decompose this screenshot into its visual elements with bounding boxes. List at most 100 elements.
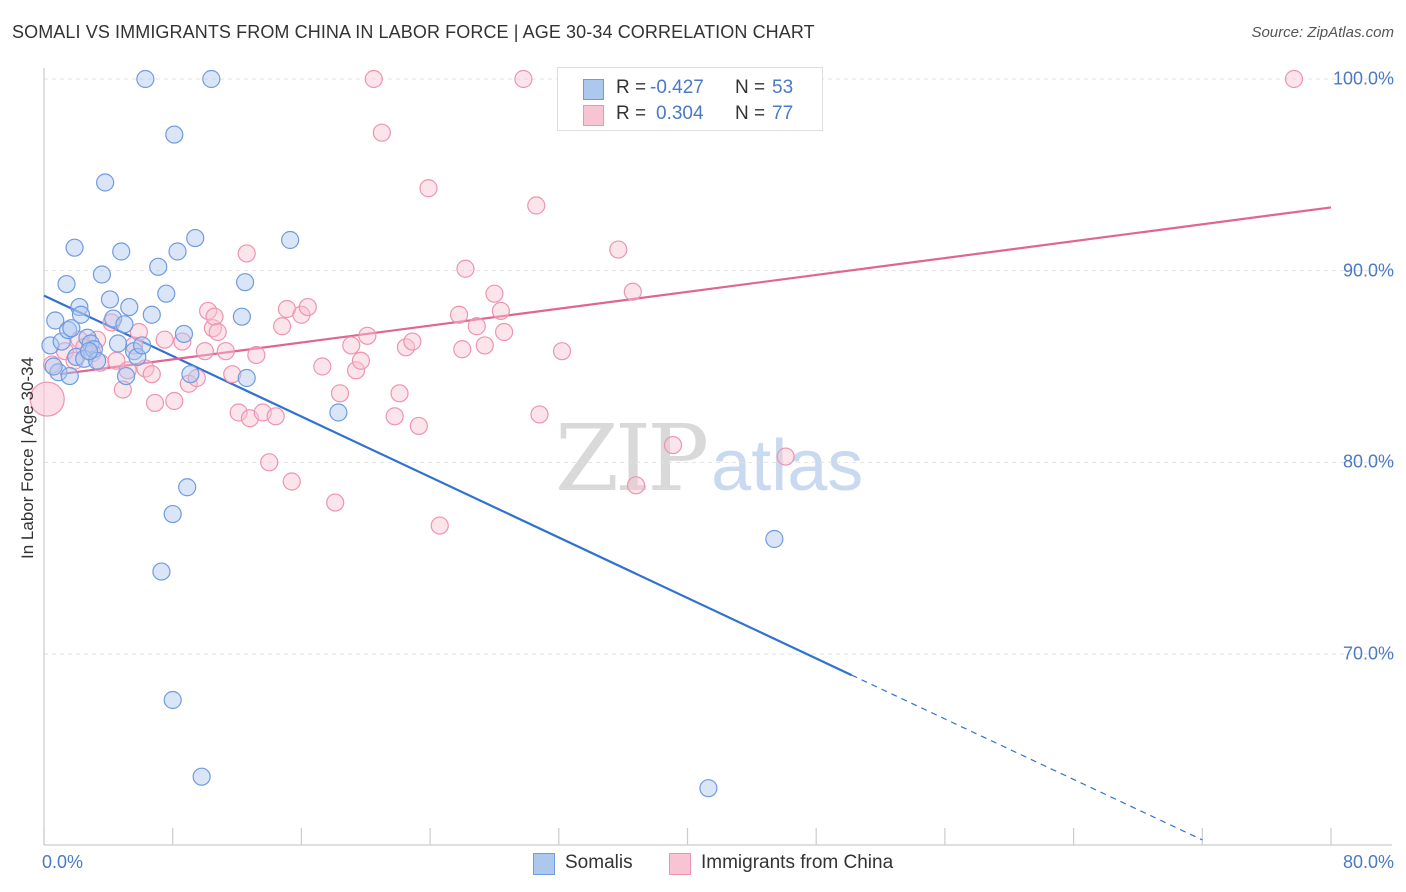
point-china-31 — [237, 244, 256, 263]
legend-swatch-somalis — [533, 853, 555, 875]
point-china-62 — [475, 336, 494, 355]
point-china-73 — [626, 476, 646, 495]
y-tick-label-1: 90.0% — [1342, 260, 1394, 281]
point-china-72 — [623, 282, 642, 301]
correlation-legend: R = -0.427 N = 53 R = 0.304 N = 77 — [557, 67, 823, 131]
y-tick-label-0: 100.0% — [1332, 68, 1394, 89]
trend-line-somalis-extension — [851, 674, 1203, 841]
point-china-36 — [266, 407, 285, 426]
point-somalis-21 — [108, 334, 128, 353]
point-china-33 — [247, 345, 266, 365]
point-somalis-17 — [92, 265, 112, 284]
point-somalis-39 — [186, 228, 205, 248]
point-somalis-41 — [202, 69, 221, 89]
trend-lines — [43, 206, 1332, 841]
point-somalis-14 — [81, 334, 100, 353]
point-china-19 — [165, 391, 184, 411]
point-somalis-23 — [116, 366, 136, 386]
point-china-23 — [195, 342, 214, 361]
point-china-17 — [145, 393, 165, 413]
point-somalis-44 — [237, 368, 256, 388]
trend-line-somalis — [43, 294, 853, 677]
point-somalis-33 — [163, 504, 182, 524]
point-china-49 — [364, 69, 383, 89]
data-points — [29, 69, 1304, 798]
point-china-74 — [663, 435, 683, 455]
point-china-41 — [298, 297, 317, 317]
legend-label-china: Immigrants from China — [701, 852, 894, 873]
point-china-27 — [208, 322, 227, 342]
point-somalis-7 — [60, 366, 79, 386]
point-somalis-42 — [232, 307, 251, 326]
point-china-55 — [409, 416, 428, 436]
point-somalis-24 — [120, 297, 139, 317]
legend-n-label: N = — [735, 77, 766, 98]
legend-swatch-china — [583, 105, 604, 126]
point-somalis-29 — [142, 305, 161, 324]
point-somalis-38 — [181, 365, 200, 384]
point-somalis-48 — [765, 529, 784, 549]
point-somalis-40 — [192, 767, 211, 786]
point-china-57 — [430, 516, 449, 535]
point-somalis-10 — [70, 297, 89, 317]
source-label: Source: ZipAtlas.com — [1251, 24, 1394, 41]
axes — [43, 68, 1392, 846]
point-china-76 — [1284, 69, 1304, 89]
legend-row-somalis: R = -0.427 N = 53 — [558, 74, 822, 102]
point-china-51 — [385, 407, 404, 426]
y-tick-label-3: 70.0% — [1342, 643, 1394, 664]
point-china-11 — [113, 380, 132, 399]
point-china-64 — [491, 301, 510, 321]
point-china-20 — [173, 332, 192, 351]
point-somalis-34 — [165, 125, 184, 144]
point-china-67 — [527, 196, 546, 215]
legend-swatch-china — [669, 853, 691, 875]
point-china-37 — [272, 317, 292, 336]
point-somalis-28 — [136, 69, 155, 89]
trend-line-china — [59, 206, 1332, 376]
point-china-69 — [552, 342, 572, 361]
point-china-75 — [776, 447, 795, 466]
point-somalis-45 — [281, 230, 300, 250]
point-china-39 — [282, 472, 301, 491]
point-somalis-18 — [96, 173, 115, 192]
point-somalis-31 — [152, 562, 171, 581]
point-china-0 — [29, 381, 65, 417]
x-tick-label-max: 80.0% — [1342, 852, 1394, 872]
point-somalis-46 — [329, 403, 348, 422]
point-somalis-51 — [115, 315, 134, 334]
point-somalis-4 — [57, 274, 76, 294]
point-china-42 — [313, 357, 332, 376]
point-china-63 — [485, 284, 504, 303]
point-china-60 — [456, 259, 475, 278]
point-china-29 — [223, 365, 242, 384]
point-somalis-32 — [157, 284, 176, 303]
chart-title: SOMALI VS IMMIGRANTS FROM CHINA IN LABOR… — [12, 22, 815, 42]
legend-label-somalis: Somalis — [565, 852, 633, 873]
legend-swatch-somalis — [583, 79, 604, 100]
point-china-47 — [351, 351, 371, 370]
point-somalis-49 — [44, 357, 63, 376]
legend-r-value-china: 0.304 — [656, 103, 704, 124]
legend-r-label: R = — [616, 77, 647, 98]
point-china-59 — [453, 340, 472, 359]
point-somalis-5 — [59, 320, 78, 340]
point-china-26 — [205, 307, 224, 326]
point-china-44 — [330, 384, 350, 403]
point-china-65 — [495, 322, 514, 342]
point-china-52 — [390, 384, 409, 403]
point-somalis-35 — [168, 242, 187, 261]
point-somalis-50 — [79, 342, 99, 361]
point-china-68 — [530, 405, 549, 424]
point-china-61 — [467, 317, 486, 336]
point-china-43 — [326, 493, 345, 512]
point-somalis-2 — [49, 363, 68, 382]
point-somalis-0 — [41, 336, 60, 355]
legend-n-value-china: 77 — [772, 103, 794, 124]
legend-r-label: R = — [616, 103, 647, 124]
point-somalis-3 — [52, 332, 71, 351]
y-tick-label-2: 80.0% — [1342, 451, 1394, 472]
point-china-56 — [419, 179, 438, 198]
point-somalis-47 — [699, 779, 718, 798]
